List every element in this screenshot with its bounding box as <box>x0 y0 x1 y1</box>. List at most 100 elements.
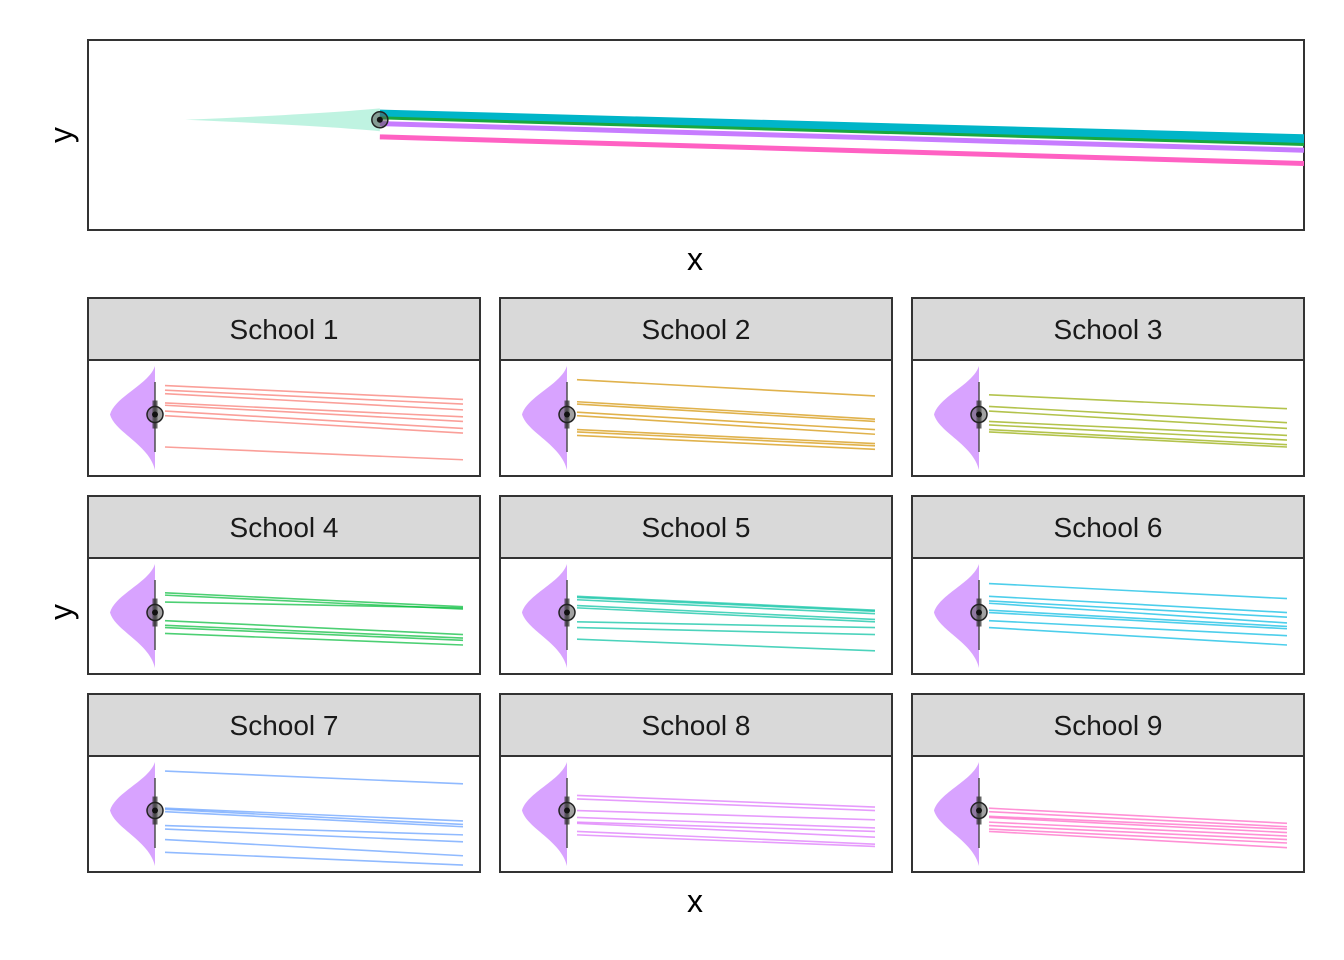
facet-line-4 <box>576 816 876 829</box>
facet-line-3 <box>988 410 1288 430</box>
facet-strip-label: School 5 <box>642 512 751 543</box>
facet-density <box>934 762 979 866</box>
facet-line-7 <box>576 626 876 636</box>
facet-point-center <box>976 411 982 418</box>
facet-line-7 <box>576 830 876 845</box>
facet-1: School 1 <box>87 297 481 477</box>
facet-line-1 <box>164 384 464 401</box>
facet-line-1 <box>576 794 876 808</box>
facet-point-center <box>152 411 158 418</box>
facet-line-5 <box>164 404 464 423</box>
facet-line-8 <box>988 626 1288 646</box>
facet-grid: School 1 School 2 School 3 School 4 School 5… <box>87 297 1305 873</box>
facet-line-1 <box>988 807 1288 825</box>
facet-strip-label: School 9 <box>1054 710 1163 741</box>
top-y-axis-title: y <box>43 127 79 143</box>
facet-strip-label: School 4 <box>230 512 339 543</box>
facet-line-2 <box>576 400 876 420</box>
facet-line-7 <box>164 838 464 857</box>
facet-line-2 <box>576 596 876 613</box>
facet-line-4 <box>164 810 464 828</box>
facet-x-axis-title: x <box>687 883 703 919</box>
facet-3: School 3 <box>911 297 1305 477</box>
facet-line-7 <box>988 619 1288 637</box>
facet-line-8 <box>576 834 876 848</box>
facet-7: School 7 <box>87 693 481 873</box>
facet-line-4 <box>576 411 876 431</box>
facet-density <box>110 366 155 470</box>
top-series-line-2 <box>379 116 1305 146</box>
facet-9: School 9 <box>911 693 1305 873</box>
facet-strip <box>499 495 893 559</box>
facet-line-6 <box>576 428 876 445</box>
facet-line-4 <box>988 602 1288 624</box>
facet-strip <box>87 495 481 559</box>
facet-line-7 <box>164 632 464 646</box>
facet-strip-label: School 6 <box>1054 512 1163 543</box>
facet-line-8 <box>576 434 876 451</box>
facet-y-axis-title: y <box>43 604 79 620</box>
facet-density <box>110 564 155 668</box>
top-panel: x y <box>43 39 1305 277</box>
facet-line-5 <box>576 821 876 833</box>
facet-density <box>522 762 567 866</box>
facet-line-4 <box>576 604 876 621</box>
facet-line-6 <box>988 824 1288 841</box>
facet-point-center <box>976 807 982 814</box>
facet-line-5 <box>988 424 1288 441</box>
facet-line-6 <box>576 822 876 838</box>
facet-line-2 <box>988 810 1288 828</box>
facet-line-7 <box>576 431 876 447</box>
facet-line-1 <box>164 592 464 608</box>
facet-point-center <box>564 609 570 616</box>
top-series-line-3 <box>379 121 1305 153</box>
facet-line-6 <box>164 626 464 642</box>
facet-line-8 <box>164 851 464 866</box>
facet-line-1 <box>988 394 1288 410</box>
facet-line-8 <box>164 446 464 461</box>
facet-line-7 <box>164 414 464 434</box>
facet-strip <box>499 693 893 757</box>
facet-line-3 <box>988 600 1288 618</box>
facet-point-center <box>564 411 570 418</box>
facet-strip-label: School 7 <box>230 710 339 741</box>
facet-line-1 <box>164 770 464 785</box>
facet-strip <box>911 297 1305 361</box>
facet-line-3 <box>164 392 464 411</box>
facet-line-1 <box>576 595 876 611</box>
facet-strip <box>911 693 1305 757</box>
facet-line-3 <box>164 808 464 826</box>
facet-line-4 <box>164 402 464 418</box>
top-density-ribbon <box>185 108 380 132</box>
facet-line-2 <box>164 389 464 405</box>
facet-6: School 6 <box>911 495 1305 675</box>
facet-point-center <box>564 807 570 814</box>
facet-5: School 5 <box>499 495 893 675</box>
facet-line-5 <box>576 607 876 623</box>
facet-strip-label: School 2 <box>642 314 751 345</box>
facet-point-center <box>152 807 158 814</box>
facet-point-center <box>152 609 158 616</box>
facet-line-1 <box>576 378 876 397</box>
facet-density <box>110 762 155 866</box>
facet-line-2 <box>988 595 1288 614</box>
facet-line-6 <box>164 410 464 430</box>
top-x-axis-title: x <box>687 241 703 277</box>
facet-line-3 <box>988 815 1288 830</box>
facet-line-3 <box>576 809 876 821</box>
top-point-center <box>376 116 383 123</box>
facet-strip-label: School 8 <box>642 710 751 741</box>
facet-density <box>934 564 979 668</box>
facet-point-center <box>976 609 982 616</box>
facet-line-2 <box>576 798 876 812</box>
facet-line-6 <box>164 828 464 843</box>
facet-line-3 <box>576 403 876 423</box>
top-series-line-4 <box>379 134 1305 166</box>
facet-strip-label: School 1 <box>230 314 339 345</box>
facet-line-1 <box>988 582 1288 600</box>
facet-line-5 <box>576 414 876 436</box>
facet-line-4 <box>164 619 464 636</box>
facet-2: School 2 <box>499 297 893 477</box>
facet-line-7 <box>988 431 1288 448</box>
facet-line-6 <box>988 428 1288 446</box>
